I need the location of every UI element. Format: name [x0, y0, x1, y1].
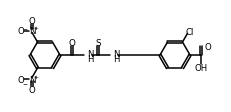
- Text: N: N: [87, 50, 93, 59]
- Text: O: O: [204, 42, 210, 51]
- Text: O: O: [17, 27, 24, 36]
- Text: OH: OH: [194, 63, 207, 72]
- Text: N: N: [112, 50, 119, 59]
- Text: S: S: [95, 39, 100, 48]
- Text: +: +: [33, 74, 38, 79]
- Text: H: H: [112, 55, 119, 63]
- Text: O: O: [28, 85, 35, 94]
- Text: O: O: [17, 75, 24, 84]
- Text: H: H: [87, 55, 93, 63]
- Text: −: −: [22, 26, 27, 31]
- Text: Cl: Cl: [185, 28, 193, 37]
- Text: O: O: [28, 17, 35, 26]
- Text: +: +: [33, 26, 38, 31]
- Text: O: O: [68, 39, 75, 48]
- Text: N: N: [29, 27, 35, 36]
- Text: N: N: [29, 75, 35, 84]
- Text: −: −: [22, 80, 27, 85]
